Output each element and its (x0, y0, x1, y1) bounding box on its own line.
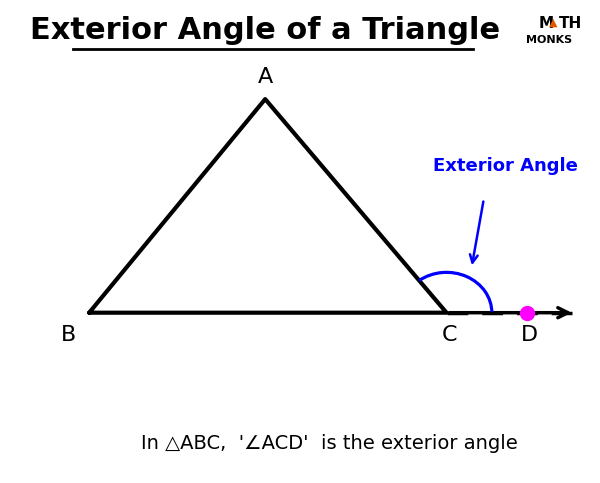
Text: ▲: ▲ (550, 17, 558, 28)
Text: Exterior Angle: Exterior Angle (433, 156, 578, 174)
Text: D: D (521, 325, 538, 344)
Text: TH: TH (559, 16, 582, 31)
Text: B: B (61, 325, 76, 344)
Text: Exterior Angle of a Triangle: Exterior Angle of a Triangle (30, 16, 500, 45)
Text: MONKS: MONKS (526, 35, 572, 45)
Text: C: C (442, 325, 457, 344)
Text: M: M (539, 16, 554, 31)
Text: In △ABC,  '∠ACD'  is the exterior angle: In △ABC, '∠ACD' is the exterior angle (141, 434, 518, 453)
Text: A: A (257, 67, 273, 87)
